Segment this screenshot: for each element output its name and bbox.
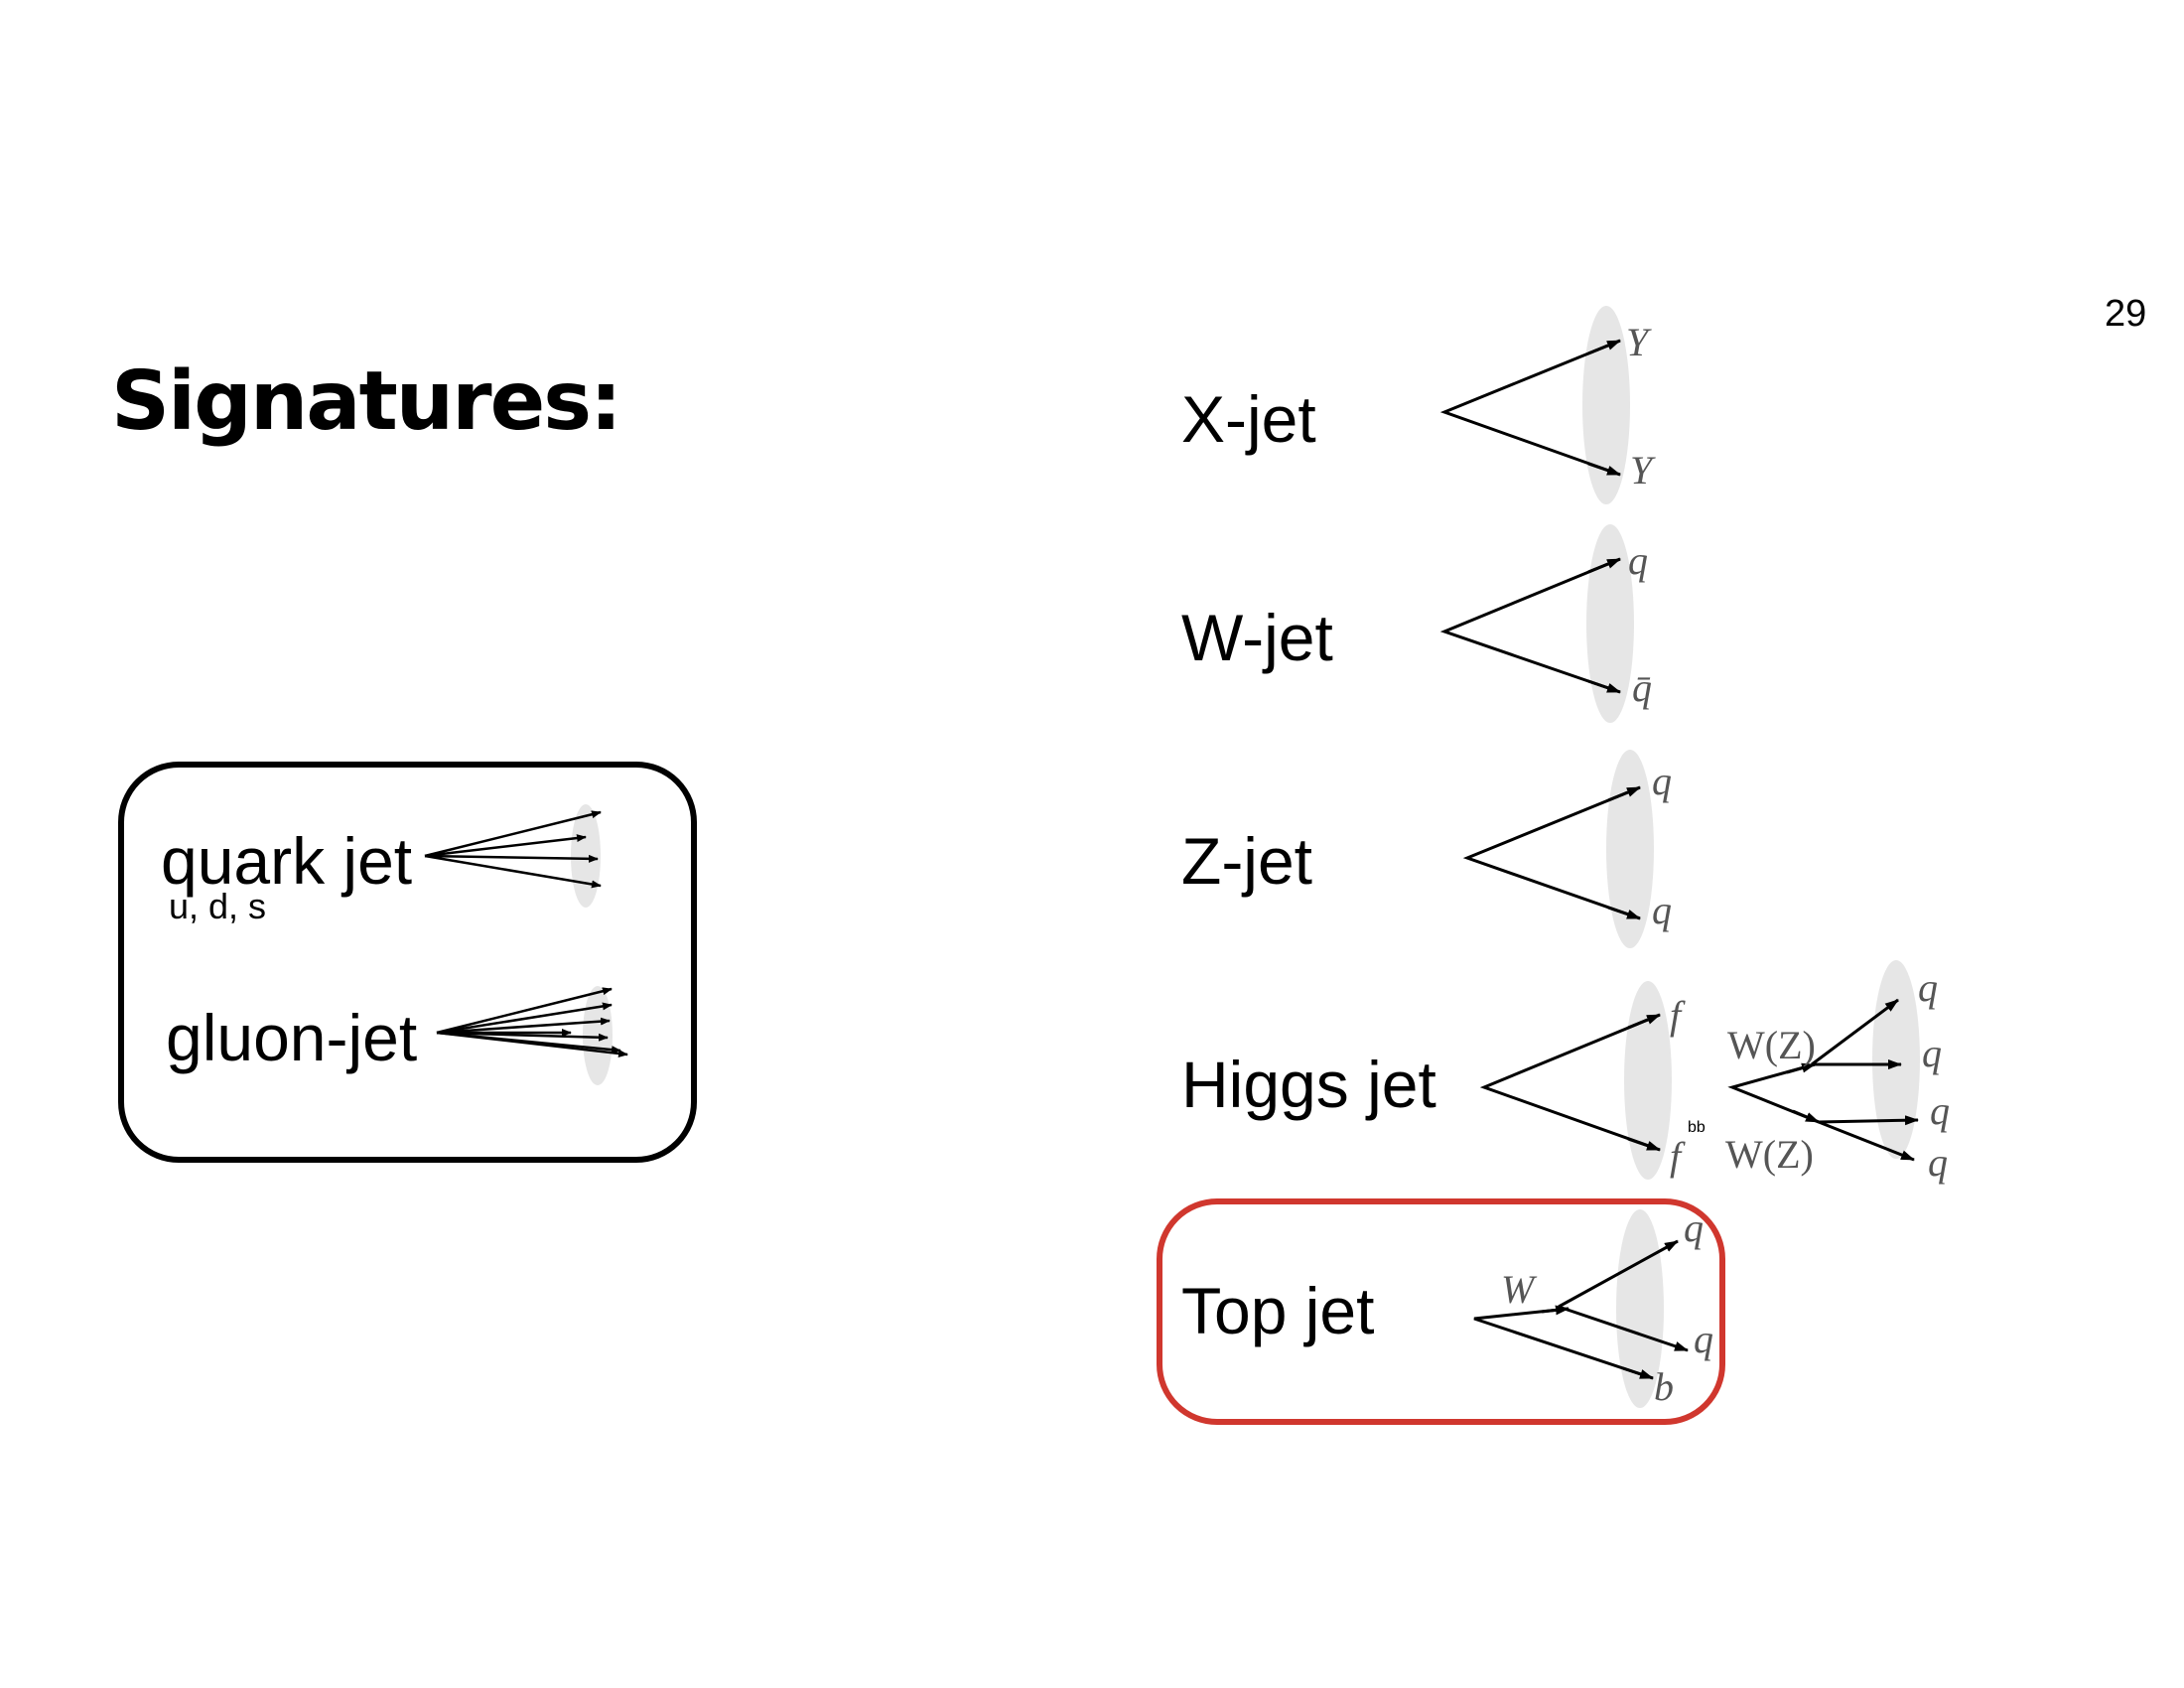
w-jet-label: W-jet bbox=[1181, 601, 1333, 674]
quark-flavors-label: u, d, s bbox=[169, 886, 266, 926]
w-jet-bottom-particle: q̄ bbox=[1632, 665, 1652, 710]
higgs-jet-row: Higgs jet f f bb W(Z) W(Z) q q q q bbox=[1181, 960, 1950, 1185]
quark-track-1 bbox=[424, 810, 602, 858]
quark-track-2 bbox=[424, 834, 587, 858]
top-jet-highlight-box bbox=[1157, 1198, 1725, 1425]
quark-jet-diagram bbox=[424, 804, 602, 908]
higgs-q1-label: q bbox=[1918, 965, 1938, 1010]
w-jet-arrow-bottom bbox=[1587, 679, 1621, 694]
higgs-w-lower-label: W(Z) bbox=[1725, 1132, 1814, 1177]
quark-track-4 bbox=[424, 854, 602, 889]
top-jet-cone bbox=[1616, 1209, 1664, 1408]
gluon-track-5 bbox=[436, 1031, 609, 1042]
higgs-top-particle: f bbox=[1670, 993, 1686, 1038]
z-jet-arrow-bottom bbox=[1607, 906, 1641, 920]
higgs-bb-label: bb bbox=[1688, 1119, 1706, 1136]
higgs-jet-prongs bbox=[1479, 1013, 1661, 1152]
top-b-label: b bbox=[1654, 1364, 1674, 1409]
higgs-arrow-bottom bbox=[1627, 1137, 1661, 1152]
higgs-q4-track bbox=[1818, 1120, 1915, 1162]
z-jet-arrow-top bbox=[1607, 785, 1641, 802]
top-q1-track bbox=[1558, 1239, 1679, 1309]
w-jet-cone bbox=[1586, 524, 1634, 723]
z-jet-top-particle: q bbox=[1652, 759, 1672, 803]
gluon-jet-label: gluon-jet bbox=[166, 1001, 417, 1074]
higgs-q4-label: q bbox=[1928, 1140, 1948, 1185]
higgs-ww-split bbox=[1727, 1062, 1820, 1124]
slide-title: Signatures: bbox=[111, 354, 620, 449]
higgs-jet-label: Higgs jet bbox=[1181, 1048, 1436, 1121]
gluon-track-1 bbox=[436, 987, 613, 1035]
higgs-q1-track bbox=[1811, 998, 1899, 1066]
gluon-jet-cone bbox=[583, 986, 613, 1085]
x-jet-arrow-top bbox=[1587, 339, 1621, 355]
x-jet-bottom-particle: Y bbox=[1630, 448, 1656, 492]
higgs-w-upper-arrow bbox=[1786, 1062, 1816, 1074]
higgs-jet-cone bbox=[1624, 981, 1672, 1180]
z-jet-bottom-particle: q bbox=[1652, 888, 1672, 932]
higgs-q3-label: q bbox=[1930, 1088, 1950, 1133]
x-jet-top-particle: Y bbox=[1626, 320, 1652, 364]
gluon-track-2 bbox=[436, 1002, 613, 1035]
gluon-jet-diagram bbox=[436, 986, 628, 1085]
top-b-arrow bbox=[1622, 1366, 1654, 1380]
higgs-arrow-top bbox=[1627, 1013, 1661, 1030]
higgs-w-lower-arrow bbox=[1792, 1109, 1820, 1124]
top-q2-track bbox=[1558, 1305, 1689, 1352]
page-number: 29 bbox=[2105, 293, 2146, 335]
higgs-q2-label: q bbox=[1922, 1031, 1942, 1075]
gluon-track-7 bbox=[436, 1031, 628, 1057]
w-jet-prongs bbox=[1439, 557, 1621, 694]
higgs-bottom-particle: f bbox=[1670, 1134, 1686, 1179]
gluon-track-3 bbox=[436, 1017, 611, 1035]
z-jet-cone bbox=[1606, 750, 1654, 948]
light-jets-box bbox=[118, 762, 697, 1163]
x-jet-arrow-bottom bbox=[1587, 462, 1621, 477]
top-w-label: W bbox=[1501, 1267, 1538, 1312]
w-jet-top-particle: q bbox=[1628, 538, 1648, 583]
x-jet-cone bbox=[1582, 306, 1630, 504]
x-jet-label: X-jet bbox=[1181, 382, 1316, 456]
light-jets-group: quark jet u, d, s gluon-jet bbox=[118, 762, 697, 1163]
w-jet-row: W-jet q q̄ bbox=[1181, 524, 1652, 723]
top-q2-label: q bbox=[1694, 1317, 1713, 1361]
x-jet-row: X-jet Y Y bbox=[1181, 306, 1656, 504]
quark-jet-label: quark jet bbox=[161, 824, 412, 898]
higgs-q3-track bbox=[1818, 1115, 1919, 1126]
top-jet-row: Top jet W q q b bbox=[1157, 1198, 1725, 1425]
z-jet-prongs bbox=[1462, 785, 1641, 920]
quark-track-3 bbox=[424, 854, 599, 863]
higgs-ww-cone bbox=[1872, 960, 1920, 1159]
top-jet-prongs bbox=[1473, 1307, 1654, 1380]
higgs-w-upper-label: W(Z) bbox=[1727, 1023, 1816, 1067]
w-jet-arrow-top bbox=[1587, 557, 1621, 574]
top-jet-label: Top jet bbox=[1181, 1274, 1374, 1347]
z-jet-label: Z-jet bbox=[1181, 824, 1312, 898]
z-jet-row: Z-jet q q bbox=[1181, 750, 1672, 948]
x-jet-prongs bbox=[1439, 339, 1621, 477]
top-q1-label: q bbox=[1684, 1205, 1704, 1250]
